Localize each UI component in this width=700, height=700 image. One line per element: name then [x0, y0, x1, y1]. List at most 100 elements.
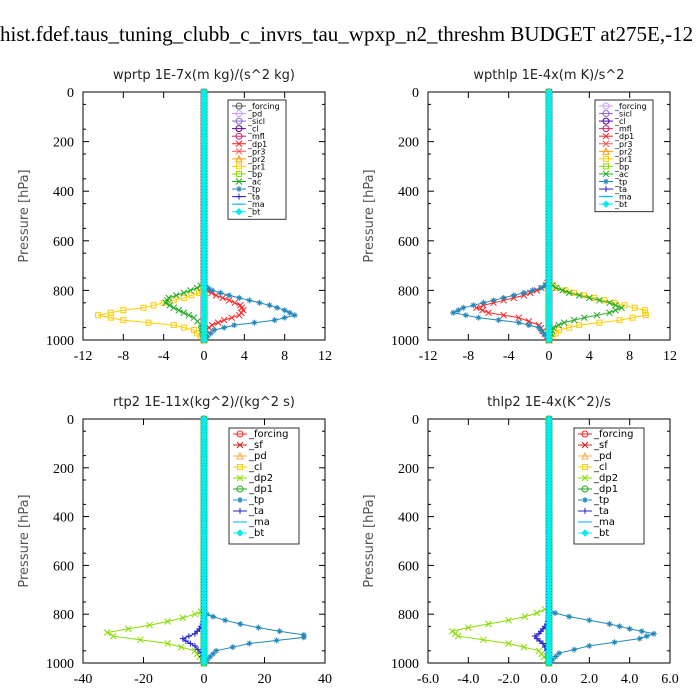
legend-marker	[236, 186, 242, 193]
data-point	[500, 311, 507, 319]
data-point	[515, 314, 523, 322]
data-point	[565, 289, 573, 297]
legend-label: _pr2	[247, 155, 265, 164]
data-point	[166, 301, 174, 309]
legend-marker	[235, 207, 243, 216]
data-point	[217, 289, 224, 296]
data-point	[576, 322, 583, 329]
data-point	[193, 284, 201, 292]
y-tick-label: 400	[53, 185, 74, 200]
legend: _forcing_sicl_cl_mfl_dp1_pr3_pr2_pr1_bp_…	[594, 99, 654, 213]
data-point	[175, 306, 183, 314]
legend-marker	[236, 193, 242, 200]
y-tick-label: 0	[67, 413, 74, 428]
legend-entry: _cl	[232, 125, 259, 134]
y-tick-label: 600	[53, 235, 74, 250]
x-tick-label: 0	[201, 349, 208, 364]
legend-label: _pd	[248, 451, 267, 462]
panel-title: wpthlp 1E-4x(m K)/s^2	[473, 68, 624, 83]
y-tick-label: 200	[398, 462, 419, 477]
legend-label: _pr3	[247, 147, 265, 156]
data-point	[209, 287, 216, 294]
data-point	[214, 319, 222, 326]
legend-label: _pd	[593, 451, 612, 462]
data-point	[537, 284, 544, 291]
data-point	[162, 299, 170, 307]
data-point	[274, 304, 281, 311]
y-tick-label: 1000	[391, 657, 419, 672]
legend-label: _cl	[593, 462, 607, 473]
legend-label: _ma	[247, 200, 265, 209]
y-tick-label: 800	[53, 608, 74, 623]
legend-entry: _bt	[232, 208, 260, 217]
legend-marker	[235, 125, 243, 133]
x-tick-label: -8	[462, 349, 474, 364]
legend-entry: _pr3	[232, 147, 265, 156]
x-tick-label: -4	[158, 349, 170, 364]
data-point	[225, 296, 233, 304]
y-tick-label: 200	[398, 136, 419, 151]
x-tick-label: 8	[626, 349, 633, 364]
legend-entry: _ma	[232, 200, 265, 209]
data-point	[510, 292, 517, 299]
legend-label: _ta	[247, 193, 260, 202]
data-point	[540, 330, 547, 337]
x-tick-label: 12	[663, 349, 677, 364]
data-point	[541, 282, 548, 289]
data-point	[170, 304, 178, 312]
data-point	[596, 296, 603, 304]
data-point	[575, 292, 583, 299]
legend-entry: _pd	[232, 110, 262, 119]
x-tick-label: 0.0	[540, 672, 558, 687]
data-point	[538, 327, 545, 334]
data-point	[631, 304, 638, 311]
panel-title: wprtp 1E-7x(m kg)/(s^2 kg)	[113, 68, 295, 83]
data-point	[236, 294, 243, 301]
data-point	[190, 327, 197, 334]
data-point	[606, 309, 613, 317]
y-tick-label: 600	[398, 235, 419, 250]
data-point	[585, 294, 593, 302]
data-point	[593, 311, 601, 319]
y-axis-label: Pressure [hPa]	[362, 169, 377, 262]
data-point	[228, 314, 236, 322]
data-point	[560, 319, 568, 326]
y-tick-label: 400	[53, 511, 74, 526]
legend-label: _forcing	[593, 429, 634, 440]
data-point	[266, 302, 273, 309]
data-point	[170, 322, 177, 329]
legend-entry: _pr1	[232, 162, 265, 171]
legend-entry: _bp	[232, 170, 262, 179]
legend-label: _cl	[247, 125, 259, 134]
legend-label: _tp	[247, 185, 260, 194]
legend-label: _ta	[593, 506, 609, 517]
data-point	[188, 292, 195, 299]
data-point	[555, 321, 562, 329]
legend-label: _bt	[614, 200, 627, 209]
data-point	[556, 327, 563, 334]
x-tick-label: -4.0	[457, 672, 479, 687]
legend-label: _sicl	[247, 117, 265, 126]
legend-entry: _mfl	[232, 132, 265, 141]
y-tick-label: 1000	[391, 334, 419, 349]
data-point	[150, 302, 157, 309]
legend-entry: _ta	[232, 193, 260, 202]
data-point	[205, 284, 212, 291]
data-point	[559, 287, 566, 294]
panel-2: wpthlp 1E-4x(m K)/s^2 Pressure [hPa] 0 200 4…	[362, 68, 677, 364]
panel-3: rtp2 1E-11x(kg^2)/(kg^2 s) Pressure [hPa]…	[17, 395, 332, 687]
legend-label: _cl	[248, 462, 262, 473]
data-point	[642, 312, 649, 319]
data-point	[211, 327, 218, 334]
data-point	[256, 299, 263, 306]
legend-marker	[235, 132, 243, 140]
legend-marker	[235, 110, 243, 118]
legend-label: _dp1	[593, 484, 618, 495]
legend-marker	[235, 102, 243, 110]
data-point	[145, 319, 152, 326]
legend-label: _tp	[248, 495, 264, 506]
legend-entry: _pr2	[232, 154, 265, 164]
legend-label: _dp2	[593, 473, 618, 484]
legend-label: _mfl	[247, 132, 265, 141]
legend-entry: _sicl	[232, 117, 265, 126]
